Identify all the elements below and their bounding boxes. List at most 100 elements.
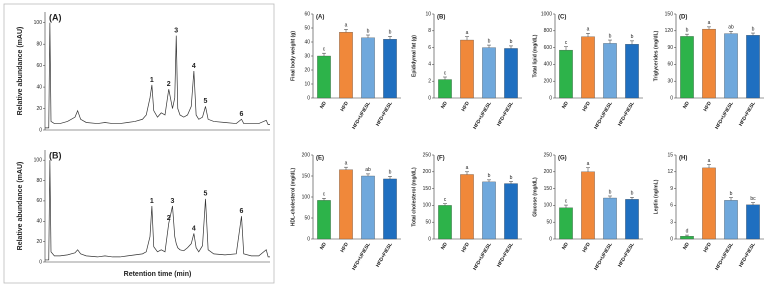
panel-label: (C) (558, 15, 566, 21)
panel-label: (B) (49, 150, 62, 160)
x-tick-label: ND (440, 100, 449, 110)
bar (482, 181, 496, 240)
y-tick-label: 0 (549, 95, 552, 101)
significance-letter: a (587, 161, 590, 167)
chromatogram-trace (45, 160, 270, 261)
bar (702, 28, 716, 99)
y-tick-label: 150 (423, 186, 432, 192)
bar (625, 199, 639, 240)
bar (339, 32, 353, 99)
panel-label: (D) (679, 15, 687, 21)
significance-letter: b (686, 27, 689, 33)
y-tick-label: 30 (304, 53, 310, 59)
bar (317, 55, 331, 99)
y-tick-label: 0 (39, 127, 42, 133)
x-tick-label: HFD (340, 241, 351, 253)
y-tick-label: 9 (670, 186, 673, 192)
y-axis-label: Final body weight (g) (290, 31, 296, 81)
x-tick-label: ND (440, 241, 449, 251)
x-tick-label: HFD+UFIESL (351, 242, 372, 272)
bar (746, 204, 760, 240)
y-tick-label: 90 (667, 45, 673, 51)
significance-letter: ab (728, 25, 734, 31)
y-tick-label: 100 (302, 194, 311, 200)
y-tick-label: 1000 (541, 11, 552, 17)
bar (504, 48, 518, 99)
y-tick-label: 50 (425, 220, 431, 226)
bar (702, 167, 716, 240)
y-axis-label: Total cholesterol (mg/dL) (411, 167, 417, 227)
y-axis-label: Relative abundance (mAU) (17, 27, 24, 116)
x-tick-label: HFD+UFIESL (593, 101, 614, 131)
y-tick-label: 40 (36, 84, 42, 90)
x-tick-label: HFD (461, 241, 472, 253)
chromatogram-frame (3, 3, 275, 284)
panel-label: (B) (437, 15, 445, 21)
y-tick-label: 200 (544, 79, 553, 85)
bar (559, 49, 573, 99)
y-tick-label: 10 (425, 11, 431, 17)
y-tick-label: 8 (428, 28, 431, 34)
x-tick-label: HFD+FIESL (738, 242, 757, 269)
x-tick-label: HFD+FIESL (496, 242, 515, 269)
y-tick-label: 150 (302, 173, 311, 179)
peak-label: 1 (150, 198, 154, 205)
bar (383, 39, 397, 99)
significance-letter: b (488, 173, 491, 179)
y-tick-label: 40 (304, 39, 310, 45)
peak-label: 4 (192, 63, 196, 70)
y-tick-label: 20 (36, 239, 42, 245)
chromatogram-trace (45, 22, 270, 129)
bar (460, 174, 474, 240)
x-tick-label: HFD (703, 241, 714, 253)
bar (460, 39, 474, 99)
bar (361, 37, 375, 99)
bar (317, 200, 331, 240)
peak-label: 1 (150, 77, 154, 84)
significance-letter: bc (750, 196, 756, 202)
y-tick-label: 20 (304, 67, 310, 73)
peak-label: 5 (204, 98, 208, 105)
x-tick-label: ND (682, 241, 691, 251)
panel-label: (F) (437, 156, 445, 162)
x-tick-label: ND (319, 241, 328, 251)
y-tick-label: 2 (428, 79, 431, 85)
significance-letter: c (323, 47, 326, 53)
y-tick-label: 0 (428, 95, 431, 101)
significance-letter: c (323, 192, 326, 198)
y-tick-label: 4 (428, 62, 431, 68)
y-tick-label: 0 (307, 95, 310, 101)
peak-label: 4 (192, 225, 196, 232)
x-tick-label: HFD+FIESL (738, 101, 757, 128)
bar (724, 33, 738, 99)
x-tick-label: HFD+FIESL (375, 101, 394, 128)
significance-letter: c (565, 40, 568, 46)
y-tick-label: 6 (670, 203, 673, 209)
x-tick-label: ND (319, 100, 328, 110)
significance-letter: b (631, 191, 634, 197)
significance-letter: a (708, 20, 711, 26)
peak-label: 6 (240, 208, 244, 215)
significance-letter: ab (365, 167, 371, 173)
peak-label: 3 (171, 198, 175, 205)
x-tick-label: ND (561, 241, 570, 251)
x-tick-label: HFD (461, 100, 472, 112)
bar (603, 43, 617, 99)
x-tick-label: HFD+FIESL (617, 242, 636, 269)
peak-label: 2 (167, 81, 171, 88)
y-tick-label: 0 (549, 236, 552, 242)
x-tick-label: HFD (340, 100, 351, 112)
significance-letter: c (444, 197, 447, 203)
bar (438, 205, 452, 240)
peak-label: 2 (167, 215, 171, 222)
significance-letter: a (708, 158, 711, 164)
y-tick-label: 6 (428, 45, 431, 51)
y-axis-label: HDL-cholesterol (mg/dL) (290, 168, 296, 227)
significance-letter: b (631, 34, 634, 40)
panel-label: (G) (558, 156, 567, 162)
bar (438, 79, 452, 99)
y-tick-label: 80 (36, 42, 42, 48)
y-tick-label: 200 (423, 169, 432, 175)
